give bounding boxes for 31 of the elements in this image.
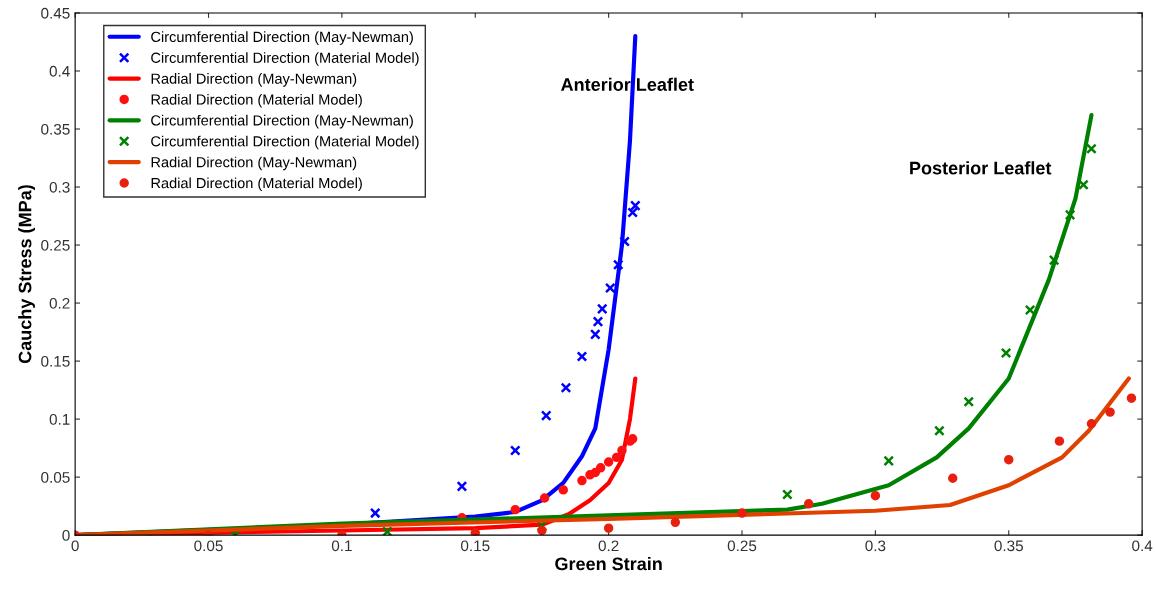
legend-label: Circumferential Direction (May-Newman) — [151, 31, 413, 45]
x-tick-label: 0.2 — [598, 540, 619, 552]
y-tick-label: 0.45 — [41, 7, 70, 19]
y-tick-label: 0.05 — [41, 471, 70, 483]
y-tick-label: 0.25 — [41, 239, 70, 251]
legend-label: Circumferential Direction (Material Model) — [151, 135, 419, 150]
y-tick-label: 0.35 — [41, 123, 70, 135]
legend-label: Radial Direction (May-Newman) — [151, 73, 357, 87]
y-tick-label: 0.15 — [41, 355, 70, 367]
legend-label: Radial Direction (Material Model) — [151, 93, 362, 108]
legend-label: Radial Direction (May-Newman) — [151, 156, 357, 171]
legend-label: Circumferential Direction (Material Model) — [151, 52, 419, 66]
annotation: Anterior Leaflet — [561, 77, 694, 91]
x-tick-label: 0.1 — [331, 540, 352, 552]
x-tick-label: 0.3 — [865, 540, 886, 552]
x-tick-label: 0.4 — [1132, 540, 1153, 552]
x-tick-label: 0 — [71, 540, 79, 552]
x-axis-title: Green Strain — [555, 557, 662, 571]
y-tick-label: 0.4 — [49, 65, 70, 77]
legend-label: Circumferential Direction (May-Newman) — [151, 114, 413, 129]
y-tick-label: 0.1 — [49, 413, 70, 425]
y-axis-title: Cauchy Stress (MPa) — [18, 185, 35, 364]
x-tick-label: 0.35 — [994, 540, 1023, 552]
x-tick-label: 0.25 — [727, 540, 757, 552]
x-tick-label: 0.05 — [194, 540, 223, 552]
annotation: Posterior Leaflet — [910, 161, 1052, 175]
y-tick-label: 0 — [62, 530, 70, 541]
legend-label: Radial Direction (Material Model) — [151, 177, 362, 192]
y-tick-label: 0.3 — [49, 181, 70, 193]
x-tick-label: 0.15 — [460, 540, 490, 552]
y-tick-label: 0.2 — [49, 297, 70, 309]
